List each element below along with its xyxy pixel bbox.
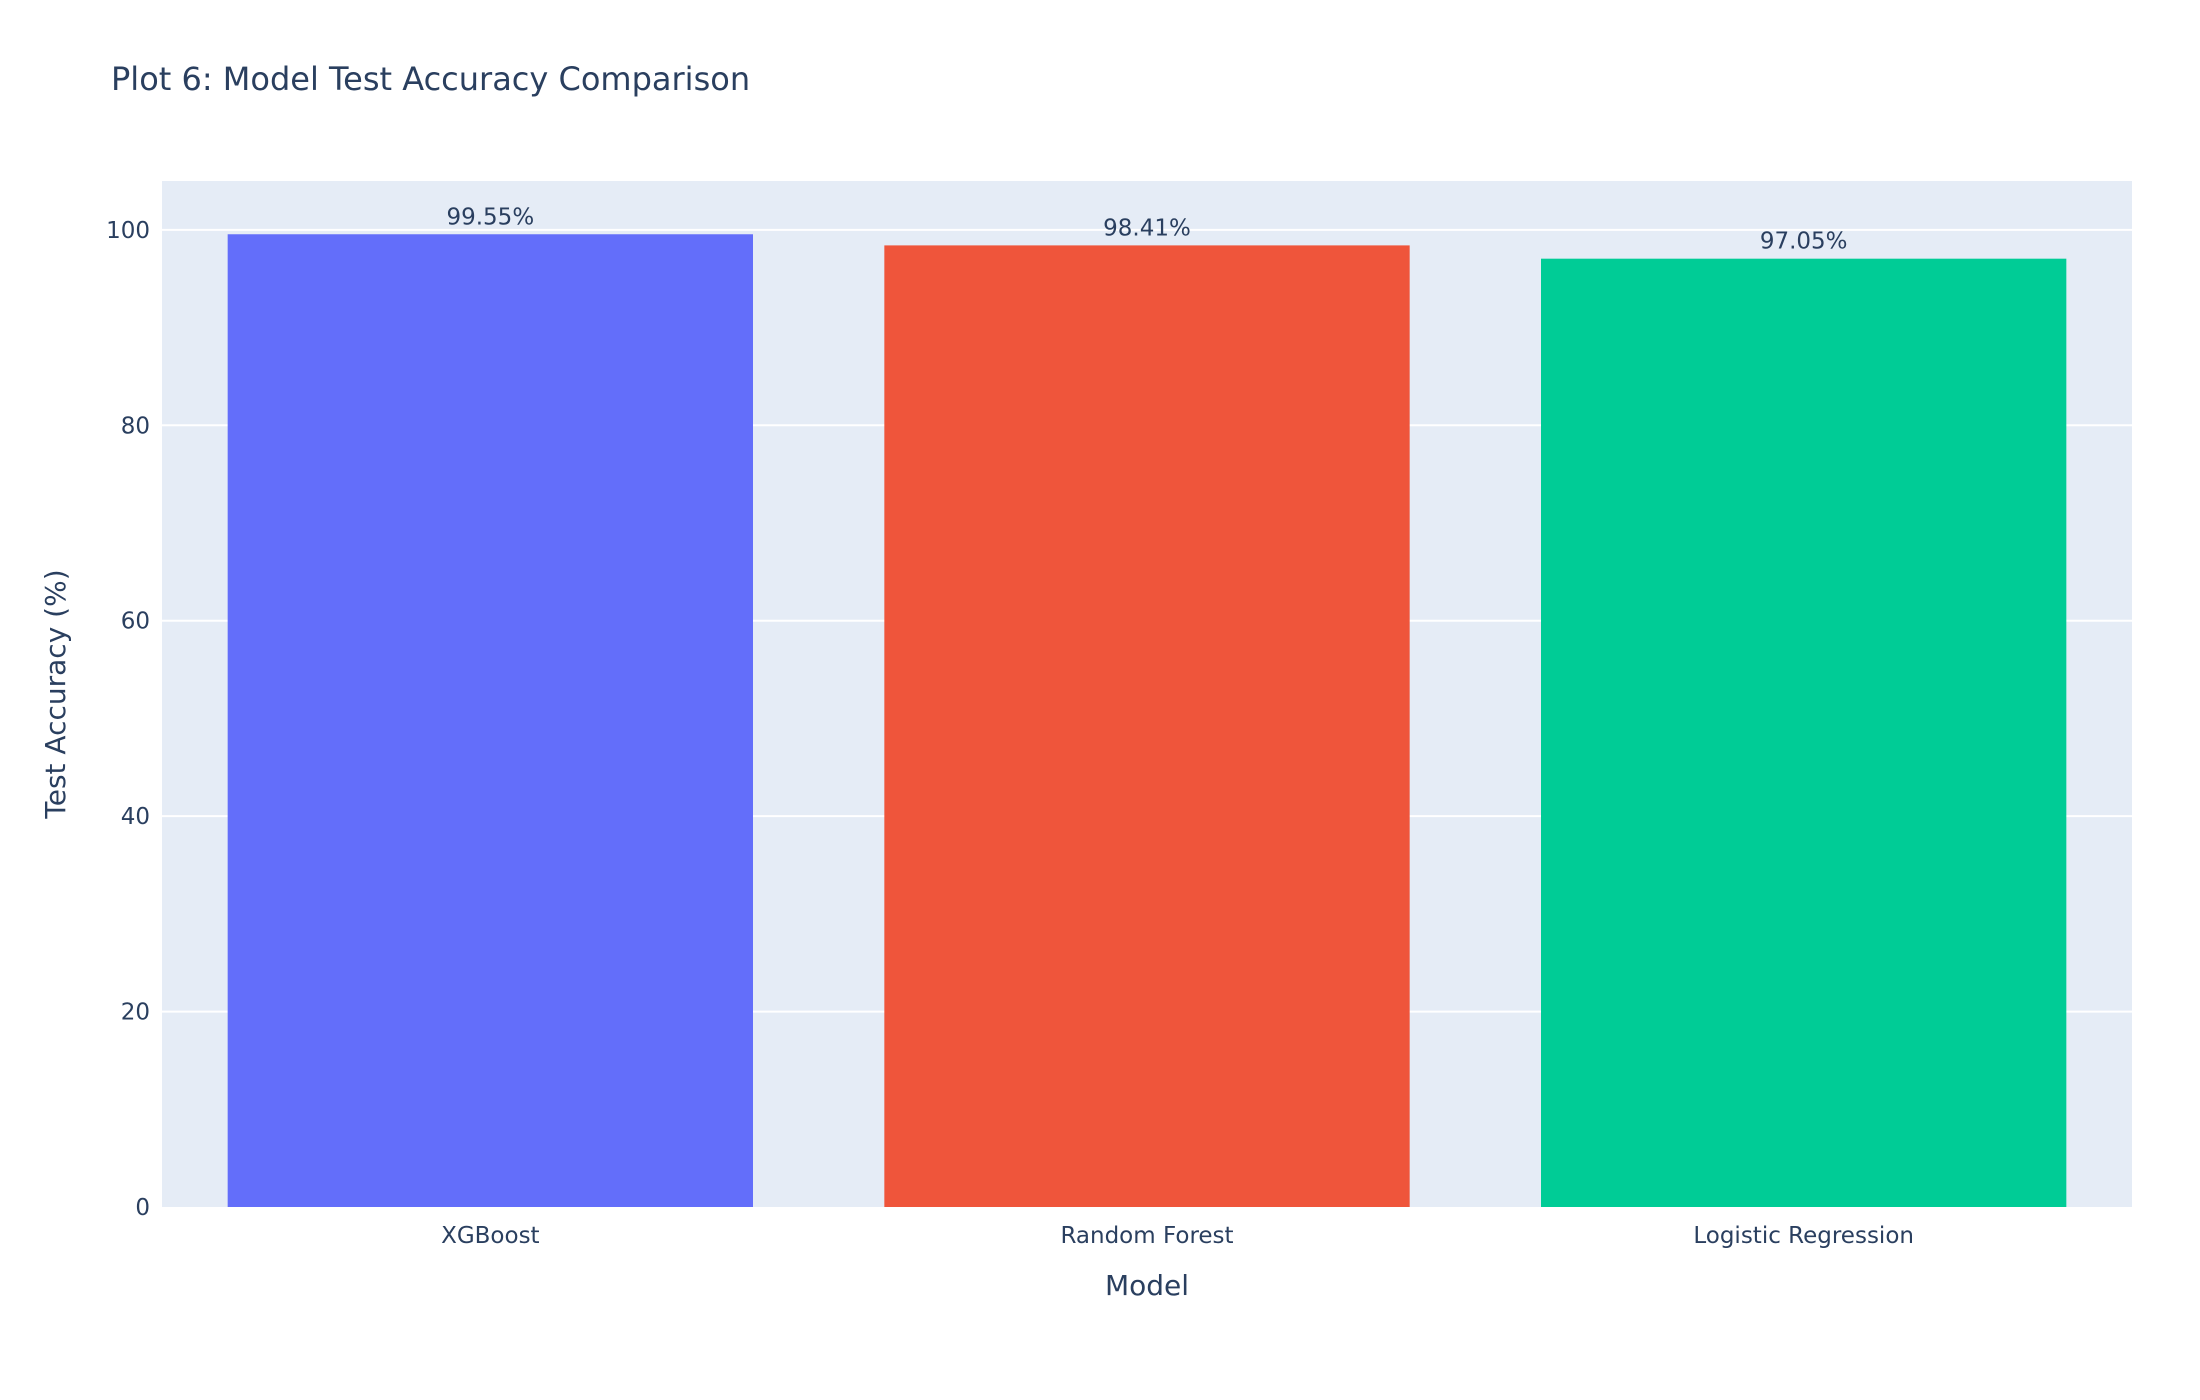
y-tick-label: 100	[106, 218, 150, 244]
y-tick-label: 60	[121, 609, 150, 635]
x-axis-title: Model	[1105, 1269, 1189, 1302]
y-tick-label: 40	[121, 804, 150, 830]
data-labels: 99.55% 98.41% 97.05%	[446, 204, 1847, 254]
bar-random-forest	[884, 245, 1410, 1208]
x-tick-label: XGBoost	[441, 1223, 540, 1249]
y-tick-label: 0	[135, 1195, 150, 1221]
y-tick-label: 80	[121, 413, 150, 439]
x-tick-label: Random Forest	[1060, 1223, 1233, 1249]
x-axis-ticks: XGBoost Random Forest Logistic Regression	[441, 1223, 1914, 1249]
y-axis-title: Test Accuracy (%)	[39, 569, 72, 819]
data-label: 99.55%	[446, 204, 534, 230]
chart-title: Plot 6: Model Test Accuracy Comparison	[111, 60, 750, 98]
data-label: 98.41%	[1103, 215, 1191, 241]
bar-logistic-regression	[1541, 258, 2067, 1207]
y-tick-label: 20	[121, 1000, 150, 1026]
bar-xgboost	[227, 234, 753, 1208]
bars	[227, 234, 2067, 1208]
data-label: 97.05%	[1760, 229, 1848, 255]
x-tick-label: Logistic Regression	[1693, 1223, 1914, 1249]
y-axis-ticks: 0 20 40 60 80 100	[106, 218, 150, 1221]
